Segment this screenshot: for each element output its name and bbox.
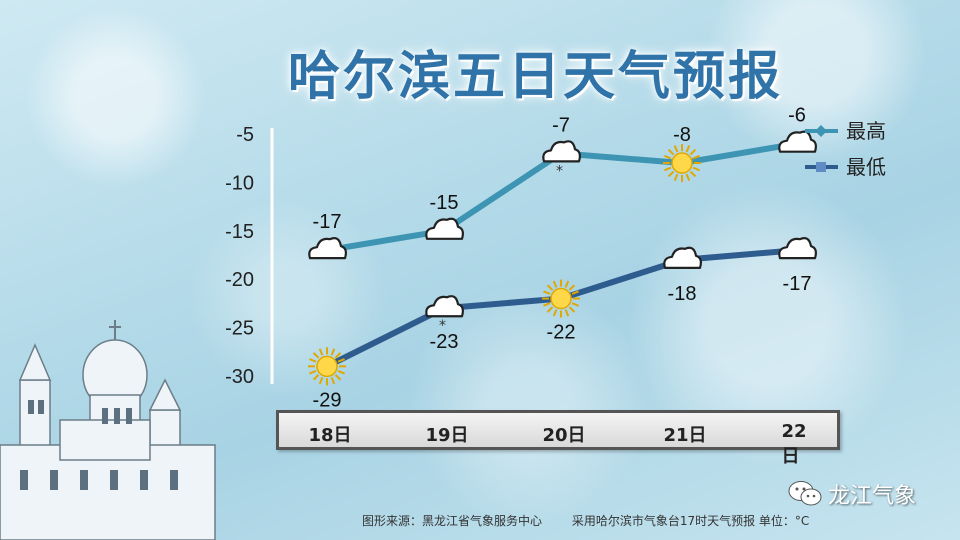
- high-value-label: -17: [313, 211, 342, 233]
- footer-note: 采用哈尔滨市气象台17时天气预报 单位：°C: [571, 514, 810, 528]
- legend-high-label: 最高: [846, 119, 886, 143]
- y-tick-label: -10: [225, 172, 254, 194]
- low-value-label: -17: [783, 273, 812, 295]
- y-tick-label: -30: [225, 366, 254, 388]
- low-sunny-icon: [542, 279, 580, 318]
- high-cloudy-icon: [425, 217, 464, 240]
- legend-low-marker: [816, 162, 826, 172]
- y-tick-label: -15: [225, 221, 254, 243]
- x-tick-label: 21日: [663, 425, 707, 446]
- high-value-label: -7: [552, 114, 570, 136]
- x-tick-label: 22日: [781, 421, 807, 467]
- x-tick-label: 19日: [425, 425, 469, 446]
- footer: 图形来源：黑龙江省气象服务中心 采用哈尔滨市气象台17时天气预报 单位：°C: [362, 512, 835, 529]
- low-snow-icon: *: [425, 295, 464, 334]
- high-value-label: -8: [673, 124, 691, 146]
- brand-name: 龙江气象: [828, 484, 917, 509]
- y-tick-label: -20: [225, 269, 254, 291]
- low-value-label: -22: [547, 322, 576, 344]
- low-cloudy-icon: [663, 246, 702, 269]
- legend-high-marker: [815, 125, 827, 137]
- low-sunny-icon: [308, 347, 346, 386]
- wechat-icon: [788, 481, 822, 506]
- x-tick-label: 18日: [308, 425, 352, 446]
- high-snow-icon: *: [542, 140, 581, 179]
- footer-source: 图形来源：黑龙江省气象服务中心: [362, 514, 543, 528]
- low-value-label: -29: [313, 389, 342, 411]
- low-value-label: -18: [668, 283, 697, 305]
- high-sunny-icon: [663, 144, 701, 183]
- y-tick-label: -5: [236, 124, 254, 146]
- page-title: 哈尔滨五日天气预报: [288, 47, 784, 107]
- high-cloudy-icon: [308, 237, 347, 260]
- legend-low-label: 最低: [846, 155, 886, 179]
- high-cloudy-icon: [778, 130, 817, 153]
- x-tick-label: 20日: [542, 425, 586, 446]
- svg-text:*: *: [556, 163, 563, 179]
- high-value-label: -15: [430, 192, 459, 214]
- low-value-label: -23: [430, 331, 459, 353]
- date-axis-box: 18日 19日 20日 21日 22日: [276, 410, 840, 467]
- svg-text:*: *: [439, 318, 446, 334]
- high-value-label: -6: [788, 105, 806, 127]
- y-tick-label: -25: [225, 318, 254, 340]
- brand-badge: 龙江气象: [788, 478, 916, 510]
- low-cloudy-icon: [778, 237, 817, 260]
- church-illustration: [0, 320, 216, 540]
